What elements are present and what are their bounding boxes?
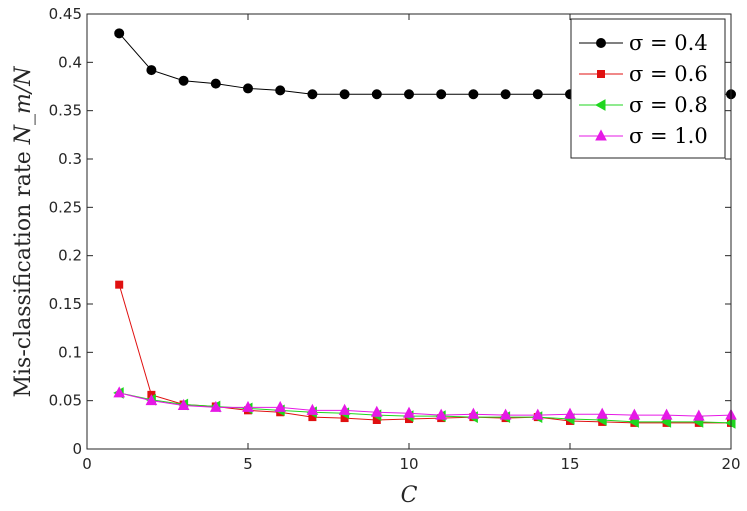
y-axis-title: Mis-classification rate N_m/N	[11, 66, 36, 398]
x-tick-label: 0	[82, 455, 92, 473]
data-point	[468, 89, 479, 100]
data-point	[242, 400, 254, 412]
x-tick-label: 20	[721, 455, 740, 473]
x-tick-label: 15	[560, 455, 579, 473]
data-point	[339, 89, 350, 100]
data-point	[145, 394, 158, 406]
legend-marker	[597, 70, 605, 78]
y-tick-label: 0.3	[58, 150, 82, 168]
y-axis-title-text: Mis-classification rate	[11, 151, 36, 397]
data-point	[338, 403, 351, 415]
data-point	[146, 65, 157, 76]
series-4	[113, 386, 737, 421]
data-point	[596, 407, 609, 419]
x-tick-label: 10	[399, 455, 418, 473]
legend-marker	[596, 38, 606, 48]
data-point	[306, 403, 319, 415]
data-point	[115, 280, 124, 289]
data-point	[500, 89, 511, 100]
y-tick-label: 0.05	[49, 392, 82, 410]
legend-label: σ = 0.6	[629, 62, 708, 86]
x-tick-label: 5	[243, 455, 253, 473]
data-point	[660, 408, 673, 420]
data-point	[275, 85, 286, 96]
legend-label: σ = 0.8	[629, 93, 708, 117]
legend-label: σ = 1.0	[629, 124, 708, 148]
data-point	[114, 28, 125, 39]
legend-entry: σ = 0.8	[579, 93, 708, 117]
series-line	[119, 392, 732, 417]
data-point	[403, 406, 415, 418]
legend-entry: σ = 0.6	[579, 62, 708, 86]
data-point	[113, 386, 126, 398]
data-point	[370, 405, 383, 417]
data-point	[531, 408, 544, 420]
data-point	[371, 89, 382, 100]
y-axis-title-math: N_m/N	[11, 66, 36, 146]
y-tick-label: 0.15	[49, 295, 82, 313]
legend-marker	[595, 129, 607, 141]
x-axis: 0 5 10 15 20	[82, 14, 741, 473]
legend-entry: σ = 1.0	[579, 124, 708, 148]
legend-marker	[594, 99, 606, 111]
data-point	[435, 408, 448, 420]
x-axis-title: C	[401, 483, 418, 508]
y-tick-label: 0.35	[49, 102, 82, 120]
y-tick-label: 0.1	[58, 343, 82, 361]
data-point	[209, 400, 222, 412]
data-point	[274, 400, 287, 412]
data-point	[692, 409, 705, 421]
data-point	[178, 75, 189, 86]
legend: σ = 0.4 σ = 0.6 σ = 0.8 σ = 1.0	[570, 18, 726, 159]
data-point	[499, 408, 512, 420]
y-tick-label: 0.2	[58, 247, 82, 265]
data-point	[436, 89, 447, 100]
y-tick-label: 0.45	[49, 5, 82, 23]
y-axis: 0 0.05 0.1 0.15 0.2 0.25 0.3 0.35 0.4 0.45	[49, 5, 731, 458]
data-point	[532, 89, 543, 100]
series-layer	[113, 28, 737, 429]
y-tick-label: 0	[72, 440, 82, 458]
y-tick-label: 0.25	[49, 198, 82, 216]
data-point	[177, 398, 190, 410]
data-point	[564, 407, 576, 419]
legend-entry: σ = 0.4	[579, 31, 708, 55]
data-point	[628, 408, 641, 420]
data-point	[307, 89, 318, 100]
legend-label: σ = 0.4	[629, 31, 708, 55]
y-tick-label: 0.4	[58, 53, 82, 71]
data-point	[243, 83, 253, 94]
data-point	[467, 407, 480, 419]
data-point	[210, 78, 221, 89]
data-point	[404, 89, 414, 100]
